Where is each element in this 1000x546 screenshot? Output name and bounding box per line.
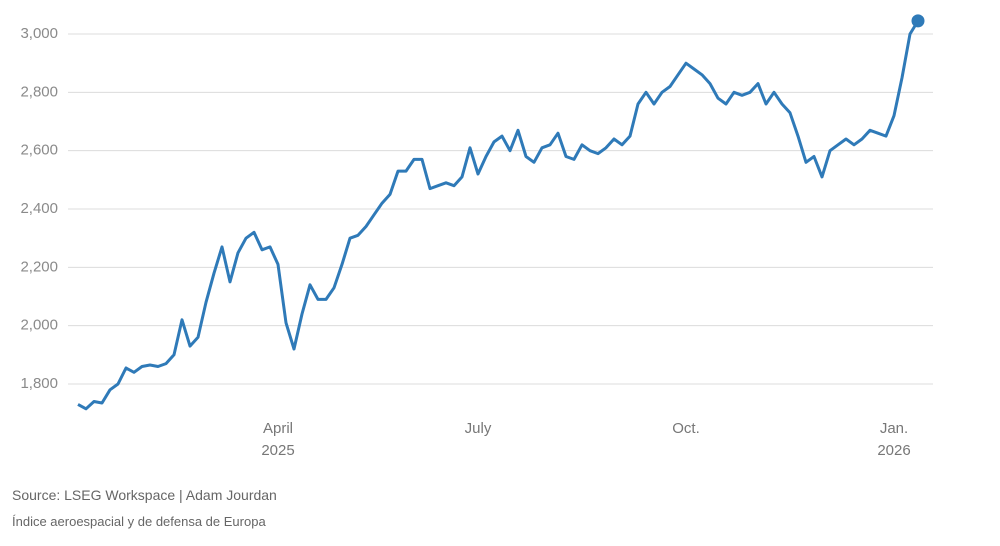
y-tick-label: 2,800 [20, 83, 58, 100]
y-tick-label: 2,600 [20, 142, 58, 159]
y-tick-label: 1,800 [20, 375, 58, 392]
x-tick-label: Jan. 2026 [877, 420, 911, 459]
source: Source: LSEG Workspace | Adam Jourdan [12, 487, 277, 503]
y-tick-label: 2,400 [20, 200, 58, 217]
last-point [911, 14, 925, 28]
x-tick-label: July [464, 420, 492, 437]
x-tick-label: April 2025 [261, 420, 295, 459]
line [77, 20, 920, 411]
y-tick-label: 3,000 [20, 25, 58, 42]
y-tick-label: 2,200 [20, 258, 58, 275]
x-tick-label: Oct. [672, 420, 700, 437]
y-tick-label: 2,000 [20, 317, 58, 334]
note: Índice aeroespacial y de defensa de Euro… [12, 514, 266, 529]
